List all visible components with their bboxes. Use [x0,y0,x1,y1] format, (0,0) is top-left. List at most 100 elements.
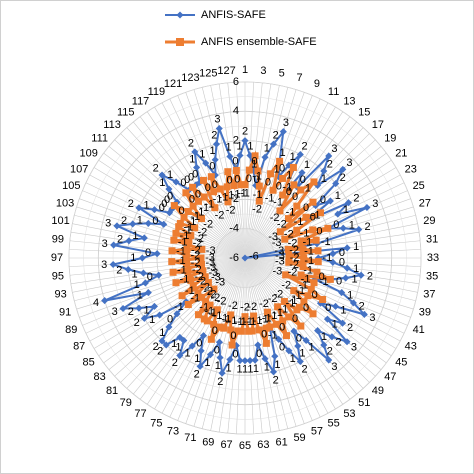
marker [320,167,328,175]
data-label: -2 [281,279,291,291]
marker [313,268,321,276]
data-label: 2 [273,374,279,386]
category-label: 93 [54,289,66,301]
data-label: -1 [237,316,247,328]
data-label: 0 [212,325,218,337]
category-label: 43 [405,341,417,353]
data-label: -1 [304,255,314,267]
data-label: -2 [211,292,221,304]
data-label: 1 [340,305,346,317]
marker [339,224,347,232]
marker [302,336,310,344]
data-label: 1 [273,164,279,176]
data-label: 1 [236,140,242,152]
data-label: 0 [300,174,306,186]
data-label: 2 [188,138,194,150]
data-label: 4 [93,297,99,309]
data-label: 1 [251,159,257,171]
marker [204,278,212,286]
category-label: 9 [314,78,320,90]
marker [197,260,205,268]
marker [211,204,219,212]
data-label: 1 [304,159,310,171]
marker [282,332,290,340]
marker [309,310,317,318]
marker [197,254,205,262]
data-label: 2 [327,158,333,170]
data-label: -1 [231,188,241,200]
marker [269,368,278,376]
marker [224,198,232,206]
data-label: -1 [268,329,278,341]
category-label: 79 [120,397,132,409]
marker [289,163,297,171]
data-label: 2 [128,306,134,318]
marker [199,267,207,275]
data-label: 3 [102,238,108,250]
data-label: -1 [243,316,253,328]
category-label: 87 [73,341,85,353]
data-label: 0 [164,194,170,206]
marker [176,219,184,227]
data-label: 0 [265,176,271,188]
category-label: 113 [103,119,121,131]
data-label: 0 [145,247,151,259]
category-label: 65 [239,440,251,452]
marker [207,173,215,181]
marker [297,271,305,279]
marker [207,335,215,343]
category-label: 33 [427,252,439,264]
data-label: -2 [252,204,262,216]
data-label: -1 [322,252,332,264]
data-label: 0 [292,191,298,203]
data-label: -1 [182,224,192,236]
data-label: -1 [174,301,184,313]
marker [184,207,192,215]
marker [236,357,244,365]
data-label: -1 [300,227,310,239]
category-label: 101 [51,215,69,227]
category-label: 119 [148,86,166,98]
category-label: 103 [56,197,74,209]
data-label: 3 [351,341,357,353]
category-label: 125 [199,68,217,80]
marker [158,337,166,345]
marker [202,297,210,305]
data-label: -1 [228,315,238,327]
data-label: 0 [227,174,233,186]
marker [183,245,191,253]
data-label: -1 [303,236,313,248]
marker [279,174,287,182]
data-label: -2 [191,249,201,261]
marker [299,263,307,271]
marker [251,356,259,364]
data-label: -3 [275,255,285,267]
marker [285,252,293,260]
category-label: 19 [384,133,396,145]
marker [297,322,305,330]
data-label: 1 [143,199,149,211]
data-label: -1 [298,279,308,291]
data-label: 0 [178,205,184,217]
data-label: 2 [336,337,342,349]
r-tick-label: 4 [233,105,239,117]
marker [357,271,365,279]
data-label: 1 [242,364,248,376]
marker [293,226,301,234]
data-label: 0 [303,302,309,314]
data-label: 1 [132,230,138,242]
marker [276,207,284,215]
data-label: 1 [299,348,305,360]
marker [294,342,302,350]
marker [248,327,256,335]
category-label: 63 [257,439,269,451]
category-label: 73 [167,426,179,438]
marker [296,150,304,159]
marker [176,333,184,341]
marker [251,152,259,160]
data-label: 0 [276,180,282,192]
marker [314,247,322,255]
data-label: 1 [149,314,155,326]
marker [185,237,193,245]
marker [241,313,249,321]
